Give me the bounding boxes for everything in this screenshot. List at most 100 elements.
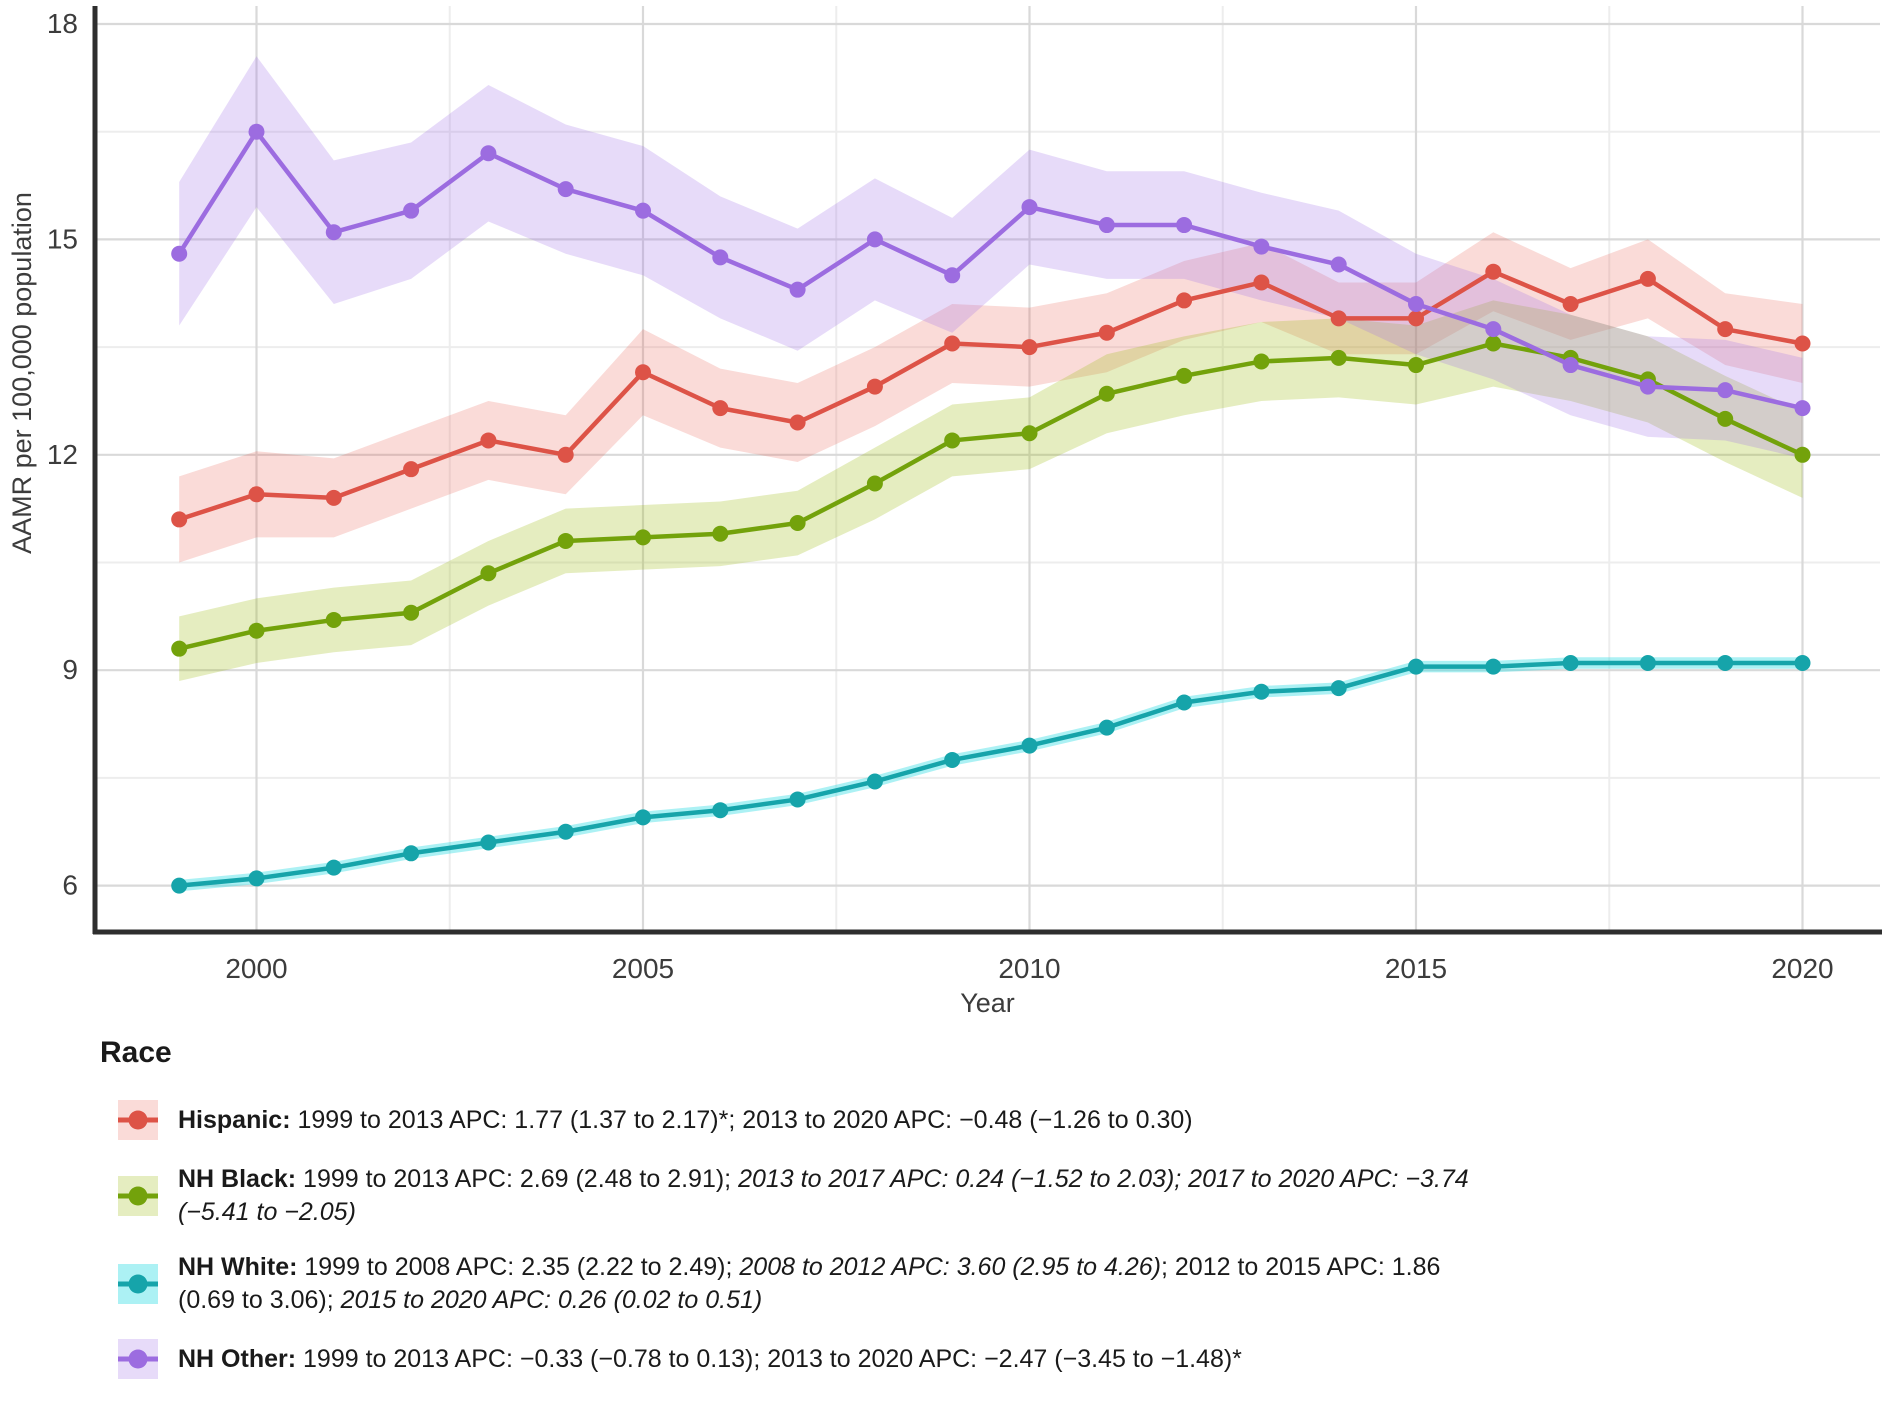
data-point-NH-White-2009 [944, 751, 961, 768]
data-point-NH-Other-2018 [1639, 378, 1656, 395]
series-line-Hispanic [176, 269, 1805, 522]
data-point-Hispanic-2008 [866, 378, 883, 395]
chart-area: 6 9 12 15 18 2000 2005 2010 2015 2020 Year AAMR p… [7, 6, 1882, 1018]
legend-key-icon [118, 1100, 158, 1140]
data-point-Hispanic-2018 [1639, 270, 1656, 287]
data-point-NH-White-2011 [1098, 719, 1115, 736]
data-point-NH-White-2007 [789, 791, 806, 808]
data-point-NH-Black-2012 [1176, 367, 1193, 384]
data-point-NH-Other-2019 [1717, 382, 1734, 399]
legend-item-text: Hispanic: 1999 to 2013 APC: 1.77 (1.37 t… [178, 1105, 1193, 1134]
x-tick-label: 2020 [1771, 953, 1833, 984]
data-point-NH-White-2019 [1717, 655, 1734, 672]
data-point-NH-White-2005 [635, 809, 651, 826]
data-point-NH-Black-2013 [1253, 353, 1270, 370]
legend: Race Hispanic: 1999 to 2013 APC: 1.77 (1… [100, 1036, 1860, 1402]
data-point-Hispanic-2014 [1330, 310, 1347, 327]
data-point-NH-Black-2015 [1408, 357, 1424, 374]
data-point-NH-White-2010 [1021, 737, 1038, 754]
legend-key-icon [118, 1175, 158, 1216]
data-point-NH-Black-2007 [789, 515, 806, 532]
x-axis-title: Year [960, 988, 1015, 1018]
data-point-NH-Other-2000 [248, 123, 265, 140]
series-line-NH-White [176, 660, 1805, 888]
data-point-Hispanic-2013 [1253, 274, 1270, 291]
data-point-NH-Black-2002 [403, 604, 420, 621]
legend-key-icon [118, 1263, 158, 1304]
data-point-Hispanic-2010 [1021, 339, 1038, 356]
data-point-Hispanic-1999 [171, 511, 188, 528]
data-point-NH-White-2008 [866, 773, 883, 790]
y-tick-label: 12 [47, 439, 78, 470]
data-point-Hispanic-2001 [325, 489, 342, 506]
data-point-NH-Other-2013 [1253, 238, 1270, 255]
data-point-NH-White-2017 [1562, 655, 1579, 672]
data-point-NH-Black-2001 [325, 611, 342, 628]
data-point-NH-Black-2009 [944, 432, 961, 449]
data-point-NH-White-1999 [171, 877, 188, 894]
data-point-NH-Other-2015 [1408, 296, 1424, 313]
legend-items: Hispanic: 1999 to 2013 APC: 1.77 (1.37 t… [100, 1100, 1860, 1379]
data-point-NH-White-2016 [1485, 658, 1502, 675]
data-point-NH-Other-2004 [557, 181, 574, 198]
data-point-NH-Other-2017 [1562, 357, 1579, 374]
data-point-NH-White-2015 [1408, 658, 1424, 675]
data-point-NH-Other-2007 [789, 281, 806, 298]
data-point-NH-White-2020 [1794, 655, 1811, 672]
series-line-NH-Black [176, 341, 1805, 651]
data-point-NH-Black-2005 [635, 529, 651, 546]
data-point-NH-Other-2020 [1794, 400, 1811, 417]
data-point-NH-Black-2003 [480, 565, 497, 582]
data-point-Hispanic-2003 [480, 432, 497, 449]
data-point-Hispanic-2017 [1562, 296, 1579, 313]
data-point-Hispanic-2002 [403, 461, 420, 478]
legend-title: Race [100, 1036, 172, 1069]
data-point-NH-White-2012 [1176, 694, 1193, 711]
legend-key-dot [128, 1110, 148, 1130]
data-point-Hispanic-2011 [1098, 324, 1115, 341]
series-line-NH-Other [176, 129, 1805, 411]
data-point-NH-Black-2011 [1098, 385, 1115, 402]
data-point-Hispanic-2012 [1176, 292, 1193, 309]
data-point-NH-Other-2016 [1485, 321, 1502, 338]
chart-panel: 6 9 12 15 18 2000 2005 2010 2015 2020 [47, 6, 1882, 984]
x-tick-label: 2000 [225, 953, 287, 984]
data-point-NH-Black-2008 [866, 475, 883, 492]
data-point-Hispanic-2000 [248, 486, 265, 503]
data-point-NH-Other-2014 [1330, 256, 1347, 273]
data-point-NH-White-2006 [712, 802, 729, 819]
data-point-NH-White-2001 [325, 859, 342, 876]
y-axis-title: AAMR per 100,000 population [7, 192, 37, 554]
data-point-NH-Other-2001 [325, 224, 342, 241]
data-point-Hispanic-2020 [1794, 335, 1811, 352]
x-tick-label: 2005 [612, 953, 674, 984]
data-point-NH-Other-2009 [944, 267, 961, 284]
legend-key-icon [118, 1339, 158, 1379]
data-point-NH-White-2018 [1639, 655, 1656, 672]
ci-band-NH-Other [179, 56, 1803, 459]
data-point-Hispanic-2007 [789, 414, 806, 431]
data-point-NH-Black-2000 [248, 622, 265, 639]
data-point-NH-Black-2019 [1717, 410, 1734, 427]
ci-band-Hispanic [179, 232, 1803, 563]
data-point-NH-White-2002 [403, 845, 420, 862]
legend-key-dot [128, 1349, 148, 1369]
data-point-NH-White-2013 [1253, 683, 1270, 700]
data-point-NH-Other-2010 [1021, 199, 1038, 216]
data-point-NH-Black-2016 [1485, 335, 1502, 352]
data-point-NH-Black-2014 [1330, 349, 1347, 366]
data-point-NH-Other-2003 [480, 145, 497, 162]
data-point-NH-White-2014 [1330, 680, 1347, 697]
data-point-NH-Other-2011 [1098, 217, 1115, 234]
data-point-Hispanic-2005 [635, 364, 651, 381]
legend-item-text: NH Black: 1999 to 2013 APC: 2.69 (2.48 t… [178, 1165, 1469, 1226]
ci-band-NH-White [179, 657, 1803, 892]
ci-band-NH-Black [179, 300, 1803, 681]
legend-key-dot [128, 1186, 148, 1205]
y-tick-label: 15 [47, 223, 78, 254]
legend-item-nh-other: NH Other: 1999 to 2013 APC: −0.33 (−0.78… [118, 1339, 1840, 1379]
x-tick-label: 2015 [1385, 953, 1447, 984]
data-point-Hispanic-2015 [1408, 310, 1424, 327]
legend-item-text: NH Other: 1999 to 2013 APC: −0.33 (−0.78… [178, 1344, 1242, 1373]
data-point-NH-Black-2020 [1794, 446, 1811, 463]
